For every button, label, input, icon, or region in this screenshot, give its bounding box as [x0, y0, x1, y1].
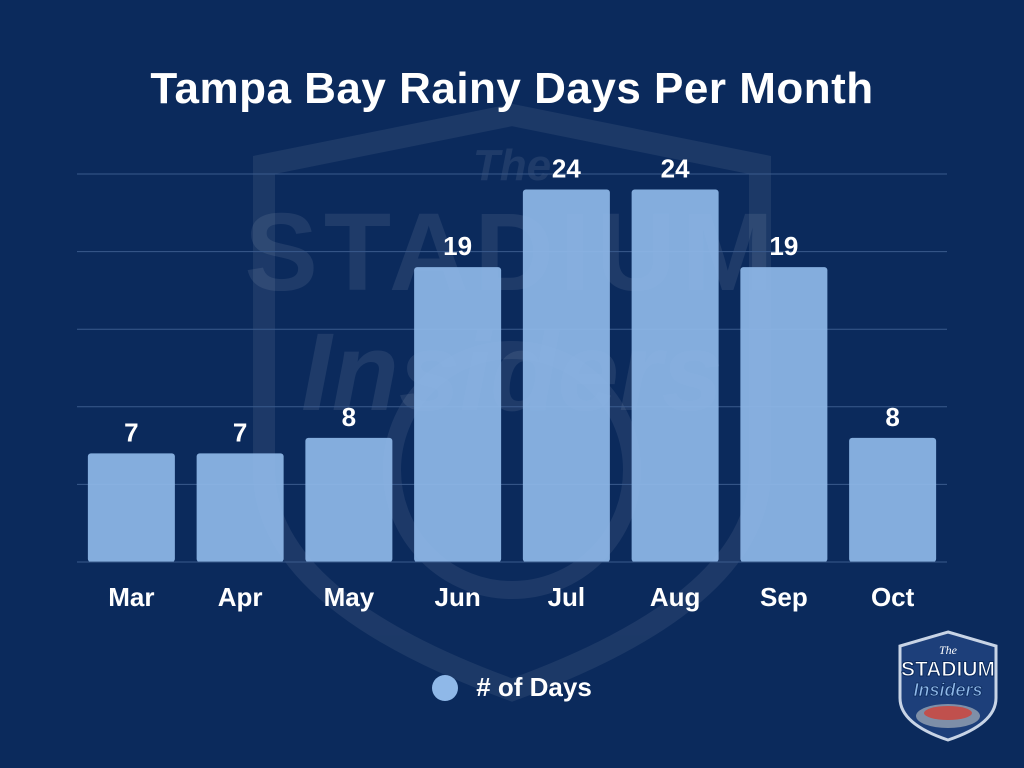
bar-jun — [414, 267, 502, 562]
bar-oct — [849, 437, 937, 562]
data-label-mar: 7 — [124, 417, 138, 447]
bar-may — [305, 437, 393, 562]
bar-apr — [196, 453, 284, 562]
data-label-oct: 8 — [885, 402, 899, 432]
x-tick-label-jun: Jun — [435, 582, 481, 612]
x-tick-label-apr: Apr — [218, 582, 263, 612]
x-tick-label-mar: Mar — [108, 582, 154, 612]
bar-sep — [740, 267, 828, 562]
data-label-aug: 24 — [661, 154, 690, 184]
data-label-jun: 19 — [443, 231, 472, 261]
chart-legend: # of Days — [0, 672, 1024, 703]
legend-label: # of Days — [476, 672, 592, 702]
data-label-apr: 7 — [233, 417, 247, 447]
legend-swatch — [432, 674, 459, 701]
x-tick-label-jul: Jul — [548, 582, 586, 612]
x-tick-label-aug: Aug — [650, 582, 701, 612]
data-label-may: 8 — [342, 402, 356, 432]
logo-text-insiders: Insiders — [913, 680, 982, 700]
stadium-insiders-logo: The STADIUM Insiders — [898, 630, 998, 742]
logo-text-stadium: STADIUM — [901, 658, 995, 681]
logo-text-the: The — [939, 643, 958, 657]
bar-jul — [522, 189, 610, 562]
data-label-jul: 24 — [552, 154, 581, 184]
bar-aug — [631, 189, 719, 562]
x-tick-label-oct: Oct — [871, 582, 915, 612]
bar-mar — [87, 453, 175, 562]
data-label-sep: 19 — [769, 231, 798, 261]
chart-title: Tampa Bay Rainy Days Per Month — [150, 64, 874, 113]
x-tick-label-sep: Sep — [760, 582, 808, 612]
x-tick-label-may: May — [324, 582, 375, 612]
